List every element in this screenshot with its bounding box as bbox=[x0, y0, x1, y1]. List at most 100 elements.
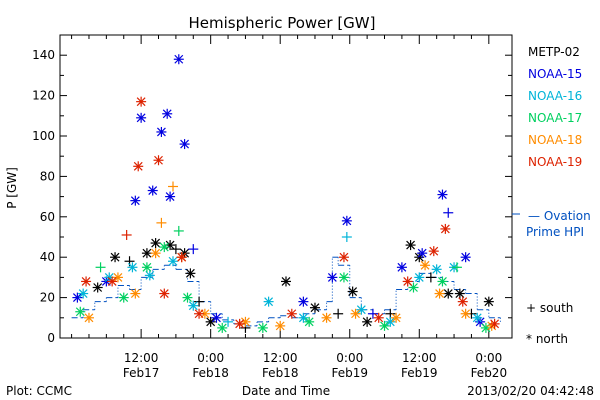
data-point-north bbox=[263, 296, 274, 307]
data-point-north bbox=[460, 308, 471, 319]
data-point-north bbox=[130, 195, 141, 206]
y-tick-label: 0 bbox=[47, 331, 55, 345]
data-point-south bbox=[425, 272, 436, 283]
y-tick-label: 100 bbox=[32, 129, 55, 143]
data-point-north bbox=[107, 276, 118, 287]
data-point-north bbox=[304, 316, 315, 327]
data-point-north bbox=[72, 292, 83, 303]
data-point-north bbox=[217, 322, 228, 333]
data-point-north bbox=[443, 288, 454, 299]
data-point-north bbox=[136, 112, 147, 123]
legend-entry: NOAA-18 bbox=[528, 133, 582, 147]
data-point-south bbox=[156, 217, 167, 228]
legend-entry: NOAA-16 bbox=[528, 89, 582, 103]
data-point-north bbox=[414, 272, 425, 283]
satellite-points bbox=[72, 54, 500, 333]
data-point-south bbox=[170, 244, 181, 255]
data-point-north bbox=[182, 292, 193, 303]
data-point-north bbox=[286, 308, 297, 319]
x-tick-label-date: Feb18 bbox=[262, 366, 299, 380]
marker-key-south: + south bbox=[526, 301, 573, 315]
data-point-north bbox=[298, 312, 309, 323]
data-point-north bbox=[402, 276, 413, 287]
plot-timestamp: 2013/02/20 04:42:48 bbox=[467, 384, 594, 398]
data-point-north bbox=[440, 223, 451, 234]
data-point-north bbox=[83, 312, 94, 323]
data-point-north bbox=[434, 288, 445, 299]
x-tick-label-time: 12:00 bbox=[263, 351, 298, 365]
data-point-south bbox=[95, 262, 106, 273]
x-tick-label-date: Feb18 bbox=[192, 366, 229, 380]
data-point-north bbox=[144, 270, 155, 281]
data-point-north bbox=[165, 191, 176, 202]
data-point-north bbox=[454, 288, 465, 299]
x-tick-label-time: 0:00 bbox=[475, 351, 502, 365]
data-point-north bbox=[281, 276, 291, 287]
data-point-north bbox=[92, 282, 103, 293]
data-point-north bbox=[205, 316, 216, 327]
data-point-north bbox=[489, 318, 500, 329]
data-point-north bbox=[257, 322, 268, 333]
x-tick-label-time: 12:00 bbox=[124, 351, 159, 365]
data-point-north bbox=[110, 252, 121, 263]
data-point-north bbox=[75, 306, 86, 317]
data-point-north bbox=[147, 185, 158, 196]
data-point-north bbox=[118, 292, 129, 303]
data-point-north bbox=[275, 320, 286, 331]
data-point-south bbox=[194, 296, 205, 307]
data-point-north bbox=[437, 276, 448, 287]
data-point-south bbox=[188, 244, 199, 255]
data-point-north bbox=[405, 240, 416, 251]
data-point-north bbox=[338, 252, 349, 263]
data-point-north bbox=[81, 276, 92, 287]
plot-frame bbox=[59, 34, 513, 339]
data-point-north bbox=[185, 268, 196, 279]
data-point-south bbox=[173, 225, 184, 236]
data-point-north bbox=[472, 312, 483, 323]
data-point-north bbox=[457, 296, 468, 307]
data-point-north bbox=[431, 264, 442, 275]
data-point-north bbox=[385, 316, 396, 327]
data-point-north bbox=[437, 189, 448, 200]
data-point-north bbox=[347, 286, 358, 297]
x-tick-label-date: Feb17 bbox=[123, 366, 160, 380]
ovation-legend-line1: — Ovation bbox=[528, 209, 591, 223]
data-point-north bbox=[321, 312, 332, 323]
data-point-north bbox=[162, 108, 173, 119]
data-point-north bbox=[156, 126, 167, 137]
x-tick-label-date: Feb20 bbox=[471, 366, 508, 380]
data-point-north bbox=[133, 161, 144, 172]
data-point-south bbox=[451, 262, 462, 273]
data-point-north bbox=[350, 308, 361, 319]
chart-title: Hemispheric Power [GW] bbox=[189, 14, 376, 32]
data-point-north bbox=[373, 312, 384, 323]
y-tick-label: 60 bbox=[40, 210, 55, 224]
data-point-north bbox=[136, 96, 147, 107]
data-point-north bbox=[298, 296, 309, 307]
data-point-north bbox=[159, 288, 170, 299]
data-point-north bbox=[141, 262, 152, 273]
data-point-north bbox=[173, 54, 184, 65]
legend-entry: NOAA-19 bbox=[528, 155, 582, 169]
data-point-north bbox=[150, 238, 161, 249]
data-point-north bbox=[483, 296, 494, 307]
ovation-legend-line2: Prime HPI bbox=[526, 225, 584, 239]
y-tick-label: 140 bbox=[32, 48, 55, 62]
data-point-north bbox=[428, 246, 439, 257]
x-tick-label-date: Feb19 bbox=[401, 366, 438, 380]
data-point-south bbox=[333, 308, 344, 319]
data-point-north bbox=[176, 252, 187, 263]
data-point-north bbox=[460, 252, 471, 263]
x-tick-label-date: Feb19 bbox=[331, 366, 368, 380]
data-point-north bbox=[153, 155, 164, 166]
data-point-north bbox=[341, 215, 352, 226]
data-point-north bbox=[420, 260, 431, 271]
data-point-north bbox=[417, 248, 428, 259]
data-point-north bbox=[327, 272, 338, 283]
data-point-north bbox=[362, 316, 373, 327]
data-point-north bbox=[159, 242, 170, 253]
data-point-north bbox=[127, 262, 138, 273]
y-tick-label: 40 bbox=[40, 250, 55, 264]
data-point-south bbox=[223, 316, 234, 327]
